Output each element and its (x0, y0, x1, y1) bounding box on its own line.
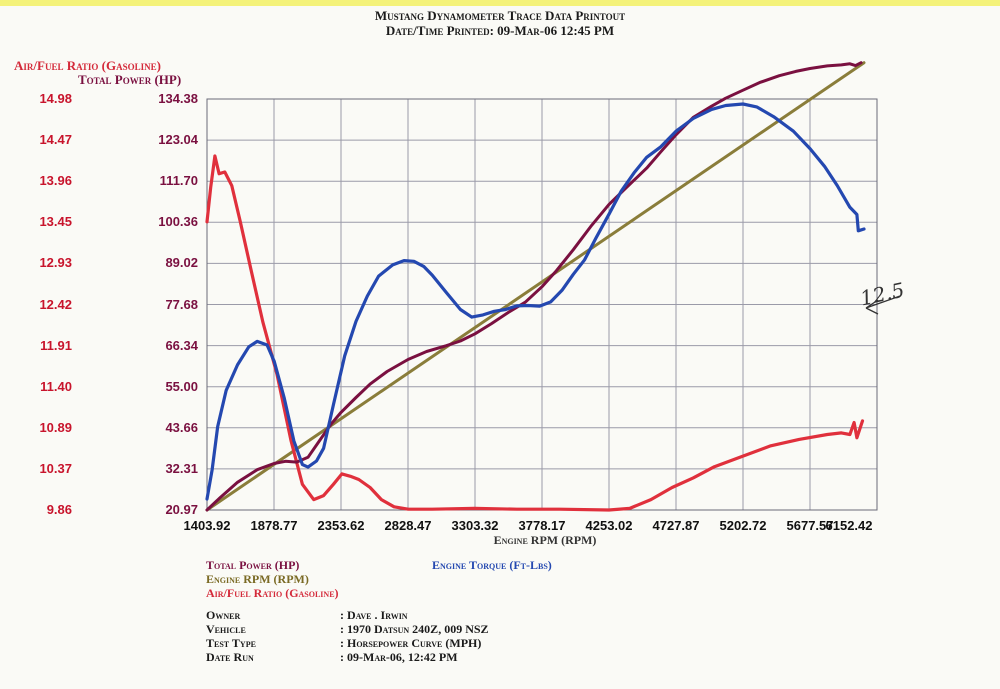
legend-power: Total Power (HP) (206, 558, 300, 572)
printout-header: Mustang Dynamometer Trace Data Printout … (0, 8, 1000, 38)
y-tick-power: 66.34 (165, 337, 198, 353)
series-line-torque (205, 102, 866, 501)
info-owner-value: : Dave . Irwin (340, 608, 408, 622)
y-tick-afr: 10.37 (39, 460, 72, 476)
y-tick-power: 100.36 (158, 214, 198, 230)
info-owner-key: Owner (206, 608, 241, 622)
y-tick-power: 134.38 (158, 91, 198, 106)
y-tick-power: 123.04 (158, 132, 198, 148)
info-daterun-key: Date Run (206, 650, 254, 664)
y-tick-power: 111.70 (159, 173, 198, 189)
y-tick-afr: 12.42 (39, 296, 72, 312)
power-axis-title: Total Power (HP) (78, 72, 182, 87)
afr-axis-title: Air/Fuel Ratio (Gasoline) (14, 58, 161, 73)
x-tick: 6152.42 (825, 518, 873, 533)
top-highlight-bar (0, 0, 1000, 6)
x-tick: 1878.77 (250, 518, 298, 533)
info-testtype-value: : Horsepower Curve (MPH) (340, 636, 482, 650)
y-tick-afr: 11.91 (40, 337, 72, 353)
y-tick-power: 89.02 (165, 255, 198, 271)
y-tick-power: 55.00 (165, 378, 198, 394)
x-tick: 5677.57 (786, 518, 834, 533)
info-daterun-value: : 09-Mar-06, 12:42 PM (340, 650, 458, 664)
x-tick: 2828.47 (384, 518, 432, 533)
y-tick-afr: 14.47 (39, 132, 72, 148)
y-tick-afr: 9.86 (46, 502, 72, 517)
info-vehicle-value: : 1970 Datsun 240Z, 009 NSZ (340, 622, 489, 636)
header-title: Mustang Dynamometer Trace Data Printout (374, 8, 626, 23)
y-tick-power: 32.31 (165, 460, 198, 476)
x-tick: 1403.92 (183, 518, 231, 533)
x-tick: 2353.62 (317, 518, 365, 533)
legend-rpm: Engine RPM (RPM) (206, 572, 309, 586)
header-printed-date: Date/Time Printed: 09-Mar-06 12:45 PM (385, 23, 615, 38)
info-testtype-key: Test Type (206, 636, 256, 650)
x-tick: 3303.32 (451, 518, 499, 533)
y-tick-afr: 13.96 (39, 173, 72, 189)
y-tick-afr: 11.40 (40, 378, 72, 394)
x-tick: 3778.17 (518, 518, 566, 533)
y-tick-power: 43.66 (165, 419, 198, 435)
x-axis-title: Engine RPM (RPM) (493, 533, 597, 547)
y-tick-afr: 10.89 (39, 419, 72, 435)
series-line-afr (205, 154, 865, 512)
y-tick-power: 20.97 (165, 502, 198, 517)
y-tick-afr: 13.45 (39, 214, 72, 230)
legend-torque: Engine Torque (Ft-Lbs) (432, 558, 552, 572)
series-line-rpm (205, 61, 866, 512)
x-tick: 4253.02 (585, 518, 633, 533)
annotation-arrow (865, 295, 901, 315)
y-tick-power: 77.68 (165, 296, 198, 312)
y-tick-afr: 12.93 (39, 255, 72, 271)
info-vehicle-key: Vehicle (206, 622, 246, 636)
legend-afr: Air/Fuel Ratio (Gasoline) (206, 586, 339, 600)
x-tick: 4727.87 (652, 518, 700, 533)
series-line-power (205, 61, 863, 512)
y-tick-afr: 14.98 (39, 91, 72, 106)
x-tick: 5202.72 (719, 518, 767, 533)
